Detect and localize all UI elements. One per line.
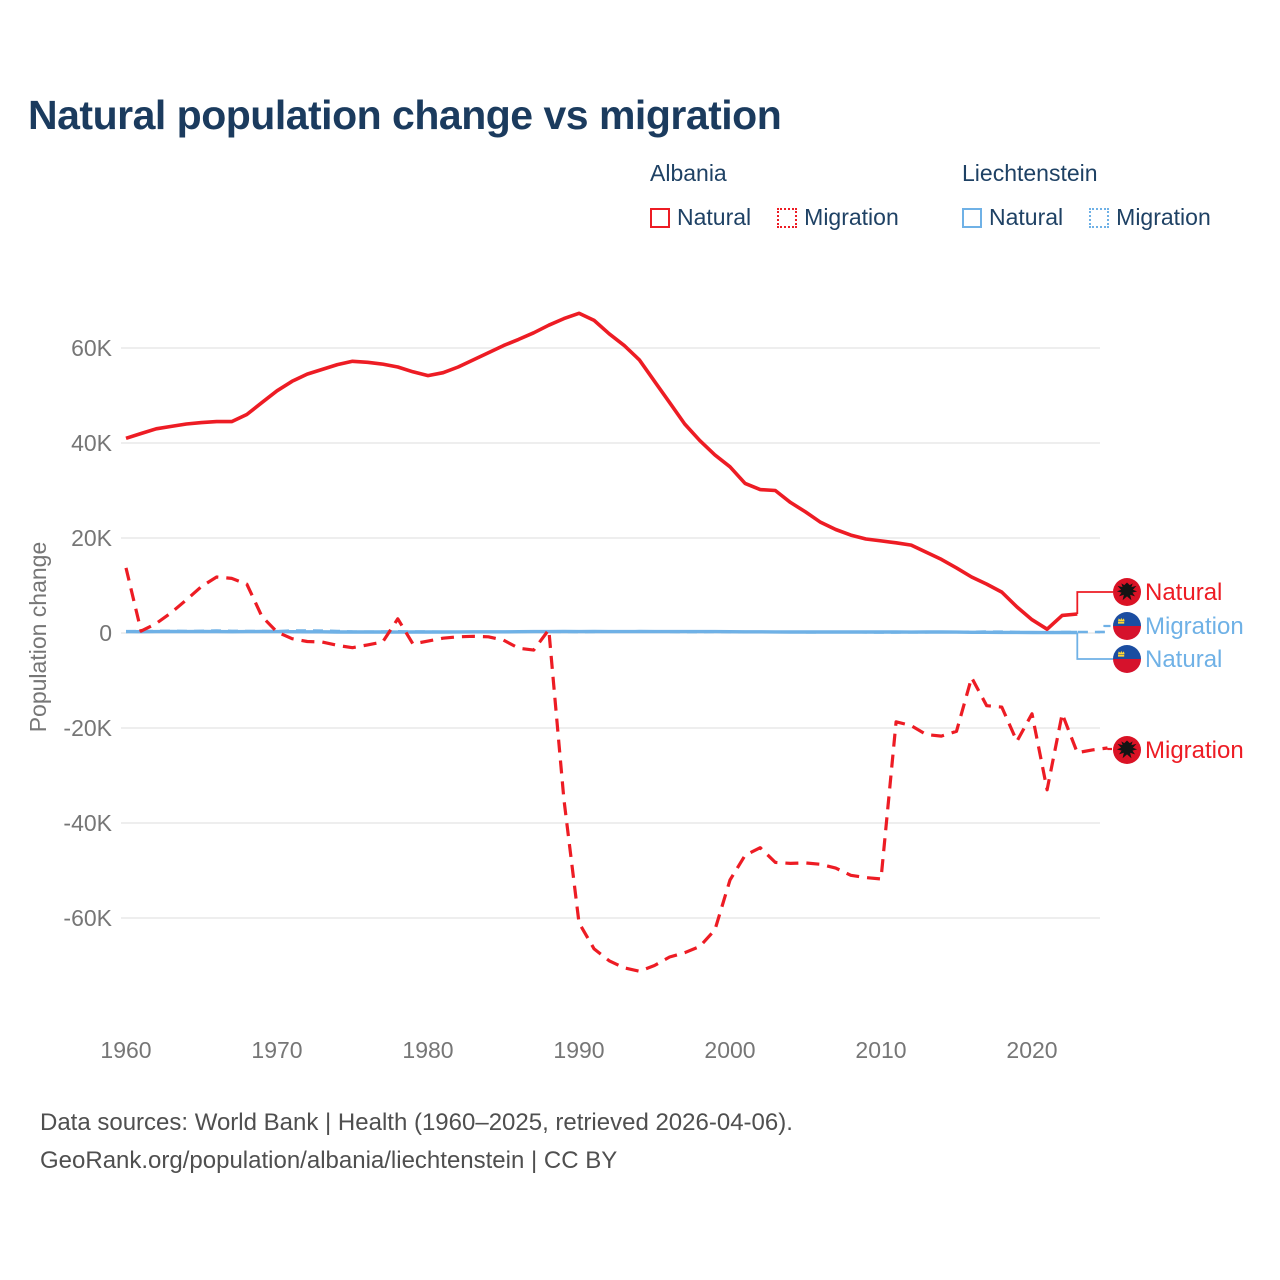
y-tick-label: -60K bbox=[63, 905, 112, 931]
legend-country-albania: Albania bbox=[650, 160, 727, 186]
flag-albania-icon bbox=[1113, 736, 1141, 764]
y-tick-label: -40K bbox=[63, 810, 112, 836]
legend-group-albania: Albania Natural Migration bbox=[650, 160, 899, 231]
series-end-label-albania-migration: Migration bbox=[1145, 737, 1244, 764]
series-end-label-albania-natural: Natural bbox=[1145, 579, 1222, 606]
legend-item-liechtenstein-natural[interactable]: Natural bbox=[962, 204, 1063, 231]
leader-line-liechtenstein-natural bbox=[1076, 632, 1113, 660]
legend-swatch-liechtenstein-migration-icon bbox=[1089, 207, 1110, 228]
leader-line-liechtenstein-migration bbox=[1097, 624, 1113, 634]
series-end-label-liechtenstein-migration: Migration bbox=[1145, 613, 1244, 640]
x-tick-label: 1990 bbox=[553, 1037, 604, 1063]
page-title: Natural population change vs migration bbox=[28, 92, 782, 138]
legend-item-label: Natural bbox=[677, 204, 752, 230]
y-tick-label: 20K bbox=[71, 525, 113, 551]
y-tick-label: 60K bbox=[71, 335, 113, 361]
series-line-liechtenstein-migration bbox=[125, 629, 1108, 634]
y-tick-label: 0 bbox=[99, 620, 112, 646]
x-tick-label: 2020 bbox=[1006, 1037, 1057, 1063]
data-sources-text: Data sources: World Bank | Health (1960–… bbox=[40, 1109, 793, 1136]
x-tick-label: 1970 bbox=[251, 1037, 302, 1063]
flag-liechtenstein-icon bbox=[1113, 645, 1141, 673]
series-line-albania-natural bbox=[125, 311, 1078, 631]
legend-country-liechtenstein: Liechtenstein bbox=[962, 160, 1098, 186]
legend-item-liechtenstein-migration[interactable]: Migration bbox=[1089, 204, 1211, 231]
y-axis-title: Population change bbox=[25, 542, 51, 733]
leader-line-albania-natural bbox=[1076, 591, 1113, 614]
series-line-albania-migration bbox=[124, 567, 1108, 973]
attribution-text: GeoRank.org/population/albania/liechtens… bbox=[40, 1147, 618, 1174]
x-tick-label: 1960 bbox=[100, 1037, 151, 1063]
x-tick-label: 2010 bbox=[855, 1037, 906, 1063]
legend-swatch-albania-natural-icon bbox=[650, 207, 670, 228]
y-tick-label: -20K bbox=[63, 715, 112, 741]
flag-liechtenstein-icon bbox=[1113, 612, 1141, 640]
legend-item-label: Migration bbox=[804, 204, 899, 230]
legend-item-albania-natural[interactable]: Natural bbox=[650, 204, 751, 231]
legend-item-label: Migration bbox=[1116, 204, 1211, 230]
flag-albania-icon bbox=[1113, 578, 1141, 606]
legend-swatch-albania-migration-icon bbox=[777, 207, 798, 228]
y-tick-label: 40K bbox=[71, 430, 113, 456]
legend-group-liechtenstein: Liechtenstein Natural Migration bbox=[962, 160, 1211, 231]
x-tick-label: 1980 bbox=[402, 1037, 453, 1063]
legend-swatch-liechtenstein-natural-icon bbox=[962, 207, 982, 228]
legend-item-label: Natural bbox=[989, 204, 1064, 230]
legend-item-albania-migration[interactable]: Migration bbox=[777, 204, 899, 231]
series-end-label-liechtenstein-natural: Natural bbox=[1145, 646, 1222, 673]
footer: Data sources: World Bank | Health (1960–… bbox=[40, 1104, 793, 1180]
x-tick-label: 2000 bbox=[704, 1037, 755, 1063]
